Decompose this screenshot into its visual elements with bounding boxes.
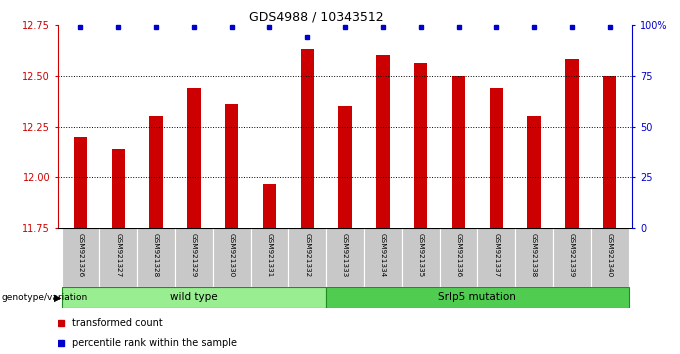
Text: GSM921327: GSM921327: [116, 233, 121, 277]
Bar: [603, 76, 616, 228]
Text: genotype/variation: genotype/variation: [1, 293, 88, 302]
Bar: [528, 116, 541, 228]
Bar: [326, 287, 628, 308]
Bar: [477, 228, 515, 287]
Text: GSM921337: GSM921337: [493, 233, 499, 277]
Bar: [326, 228, 364, 287]
Bar: [515, 228, 553, 287]
Bar: [364, 228, 402, 287]
Text: GSM921331: GSM921331: [267, 233, 273, 277]
Bar: [150, 116, 163, 228]
Text: Srlp5 mutation: Srlp5 mutation: [439, 292, 516, 302]
Text: GSM921334: GSM921334: [380, 233, 386, 277]
Bar: [263, 183, 276, 228]
Bar: [490, 88, 503, 228]
Bar: [62, 287, 326, 308]
Bar: [137, 228, 175, 287]
Bar: [187, 88, 201, 228]
Text: ▶: ▶: [54, 292, 62, 302]
Bar: [74, 137, 87, 228]
Bar: [376, 55, 390, 228]
Text: GSM921328: GSM921328: [153, 233, 159, 277]
Text: GSM921333: GSM921333: [342, 233, 348, 277]
Bar: [439, 228, 477, 287]
Text: transformed count: transformed count: [72, 318, 163, 329]
Bar: [175, 228, 213, 287]
Bar: [225, 104, 238, 228]
Bar: [414, 63, 427, 228]
Bar: [452, 76, 465, 228]
Bar: [553, 228, 591, 287]
Text: GSM921339: GSM921339: [569, 233, 575, 277]
Text: GSM921329: GSM921329: [191, 233, 197, 277]
Text: GSM921335: GSM921335: [418, 233, 424, 277]
Bar: [251, 228, 288, 287]
Bar: [402, 228, 439, 287]
Text: GSM921332: GSM921332: [304, 233, 310, 277]
Text: GSM921340: GSM921340: [607, 233, 613, 277]
Bar: [591, 228, 628, 287]
Text: wild type: wild type: [170, 292, 218, 302]
Bar: [339, 106, 352, 228]
Bar: [62, 228, 99, 287]
Bar: [565, 59, 579, 228]
Text: GSM921330: GSM921330: [228, 233, 235, 277]
Bar: [99, 228, 137, 287]
Text: percentile rank within the sample: percentile rank within the sample: [72, 338, 237, 348]
Bar: [112, 149, 125, 228]
Text: GSM921326: GSM921326: [78, 233, 84, 277]
Text: GSM921338: GSM921338: [531, 233, 537, 277]
Text: GSM921336: GSM921336: [456, 233, 462, 277]
Bar: [288, 228, 326, 287]
Bar: [301, 49, 314, 228]
Title: GDS4988 / 10343512: GDS4988 / 10343512: [249, 11, 384, 24]
Bar: [213, 228, 251, 287]
